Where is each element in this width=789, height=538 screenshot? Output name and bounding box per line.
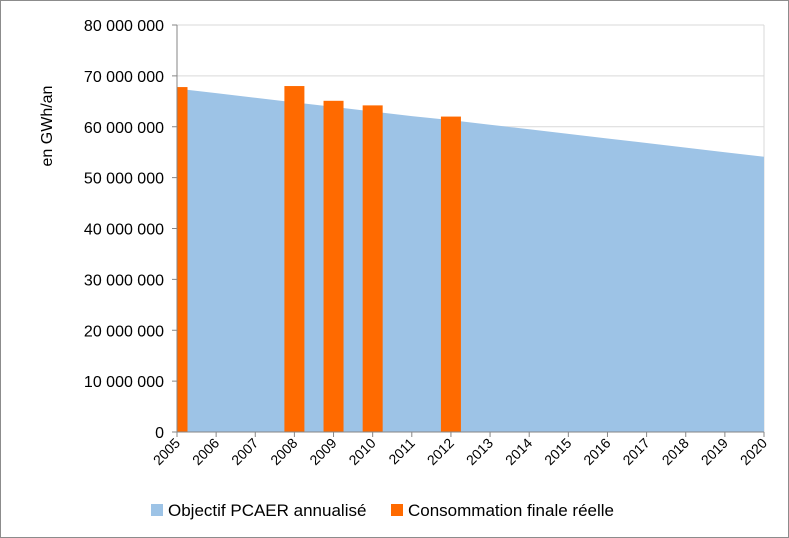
x-tick-label: 2012 — [424, 435, 457, 468]
x-tick-label: 2014 — [502, 435, 535, 468]
y-tick-label: 20 000 000 — [84, 323, 164, 340]
x-tick-label: 2020 — [737, 435, 770, 468]
x-tick-label: 2015 — [541, 435, 574, 468]
x-tick-label: 2007 — [228, 435, 261, 468]
legend-swatch-consommation — [391, 504, 403, 516]
x-tick-label: 2016 — [580, 435, 613, 468]
x-tick-label: 2018 — [659, 435, 692, 468]
x-tick-label: 2011 — [385, 435, 418, 468]
x-tick-label: 2017 — [619, 435, 652, 468]
y-axis-title: en GWh/an — [39, 86, 56, 167]
axes — [172, 24, 765, 437]
y-tick-label: 40 000 000 — [84, 222, 164, 239]
bar-consommation-2008 — [284, 86, 305, 433]
y-tick-label: 10 000 000 — [84, 374, 164, 391]
legend: Objectif PCAER annualisé Consommation fin… — [151, 501, 614, 520]
y-tick-label: 80 000 000 — [84, 18, 164, 35]
legend-label-consommation: Consommation finale réelle — [408, 501, 614, 520]
area-objectif-pcaer — [177, 88, 764, 432]
bar-consommation-2012 — [440, 116, 461, 432]
x-tick-label: 2006 — [189, 435, 222, 468]
y-tick-label: 50 000 000 — [84, 171, 164, 188]
y-tick-label: 30 000 000 — [84, 272, 164, 289]
y-tick-labels: 0 10 000 000 20 000 000 30 000 000 40 000 00… — [84, 18, 164, 442]
x-tick-label: 2010 — [345, 435, 378, 468]
x-tick-label: 2013 — [463, 435, 496, 468]
x-tick-label: 2008 — [267, 435, 300, 468]
y-tick-label: 0 — [155, 425, 164, 442]
bar-consommation-2005 — [177, 87, 188, 432]
legend-swatch-objectif — [151, 504, 163, 516]
x-tick-label: 2019 — [698, 435, 731, 468]
y-tick-label: 70 000 000 — [84, 69, 164, 86]
legend-label-objectif: Objectif PCAER annualisé — [168, 501, 366, 520]
x-tick-labels: 2005 2006 2007 2008 2009 2010 2011 2012 2013 2014… — [150, 435, 770, 468]
bar-consommation-2009 — [323, 100, 344, 433]
bar-consommation-2010 — [362, 105, 383, 432]
x-tick-label: 2009 — [306, 435, 339, 468]
y-tick-label: 60 000 000 — [84, 120, 164, 137]
bar-layer — [177, 86, 461, 433]
area-layer — [177, 88, 764, 432]
